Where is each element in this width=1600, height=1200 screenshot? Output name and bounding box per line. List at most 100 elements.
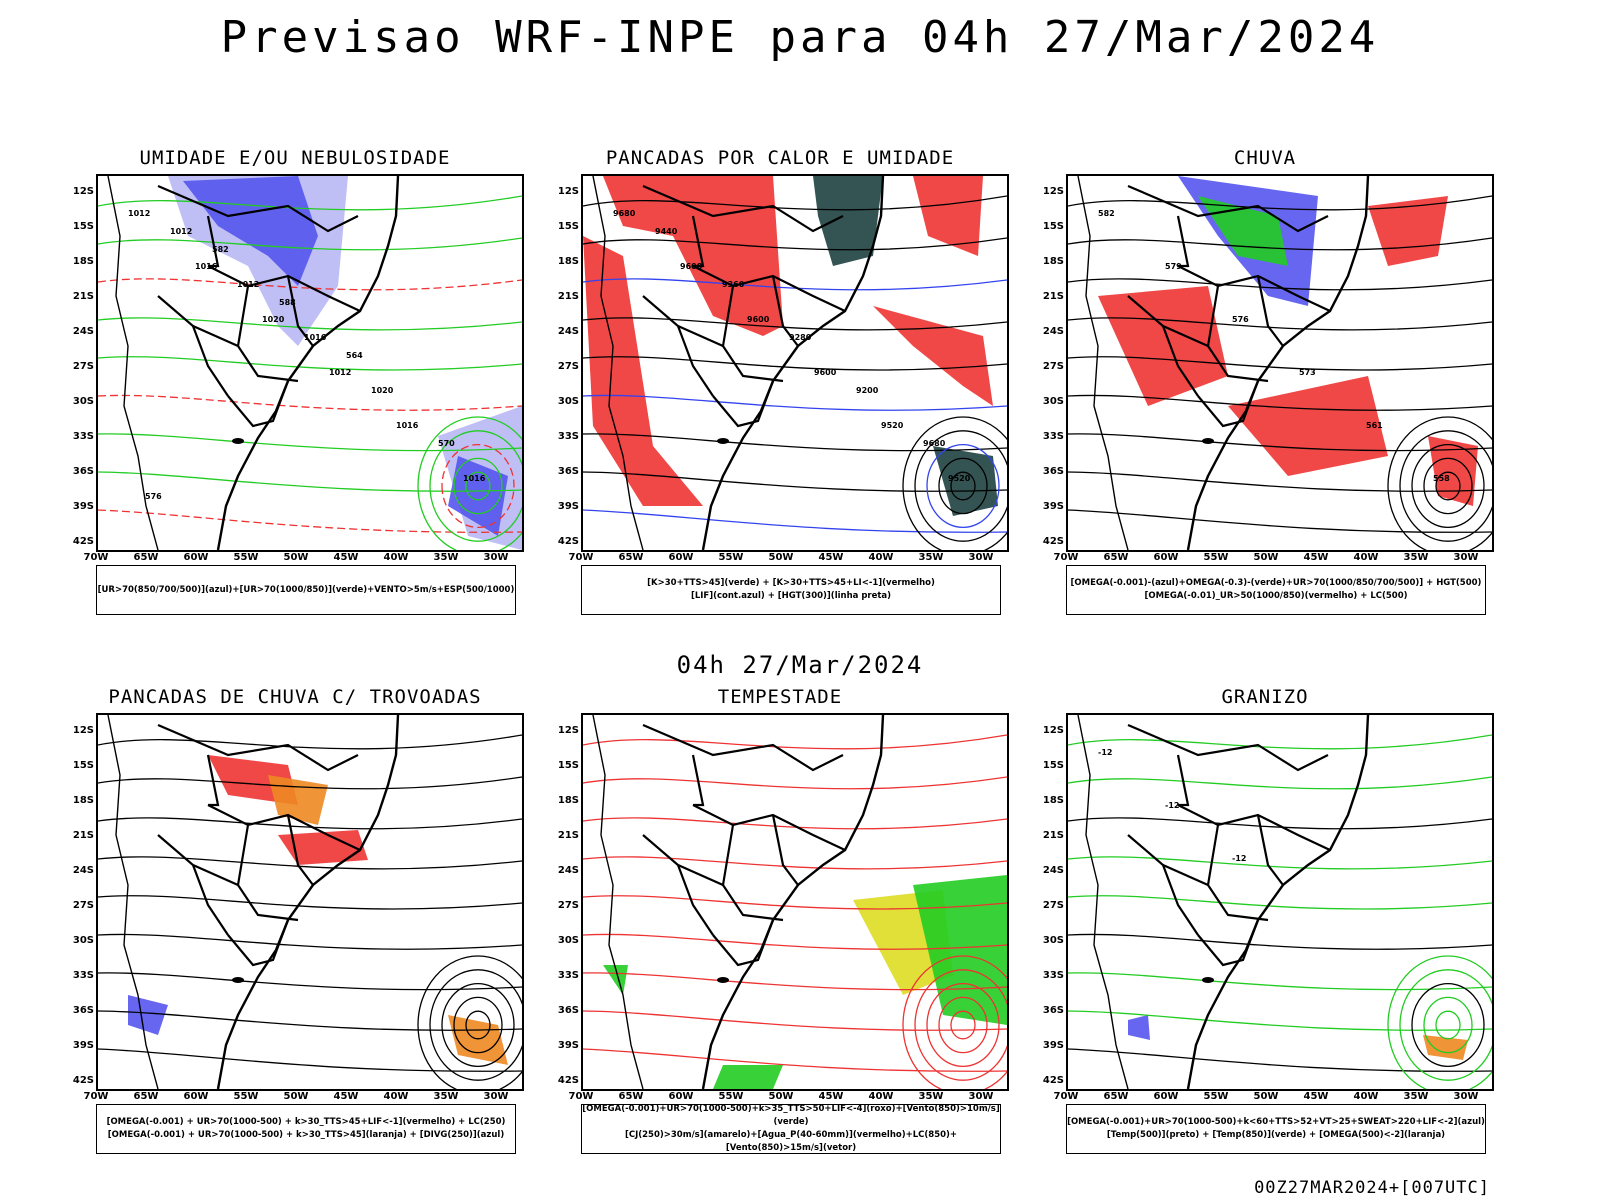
lat-tick-label: 15S bbox=[557, 760, 579, 771]
lon-tick-label: 40W bbox=[1353, 552, 1379, 563]
legend-line: [LIF](cont.azul) + [HGT(300)](linha pret… bbox=[690, 591, 892, 601]
country-border bbox=[677, 324, 784, 383]
shaded-region bbox=[913, 176, 983, 256]
country-border bbox=[642, 184, 844, 233]
lon-tick-label: 60W bbox=[1153, 552, 1179, 563]
lat-tick-label: 27S bbox=[1042, 900, 1064, 911]
country-border bbox=[721, 285, 735, 347]
panel-title: UMIDADE E/OU NEBULOSIDADE bbox=[139, 147, 451, 169]
lat-tick-label: 24S bbox=[557, 326, 579, 337]
map-canvas: 9680 9600 9600 9600 9520 9520 9440 9360 9280 9200… bbox=[583, 176, 1007, 550]
contour-label: 9360 bbox=[722, 280, 745, 289]
contour-line bbox=[583, 895, 1007, 910]
lat-tick-label: 15S bbox=[557, 221, 579, 232]
contour-line bbox=[1387, 416, 1492, 550]
contour-line bbox=[583, 394, 1007, 411]
lat-tick-label: 30S bbox=[557, 935, 579, 946]
coastline-west bbox=[592, 176, 644, 550]
contour-line bbox=[98, 895, 522, 910]
shaded-region bbox=[1228, 376, 1388, 476]
country-border bbox=[227, 380, 290, 428]
contour-label: 1016 bbox=[195, 262, 218, 271]
contour-line bbox=[1068, 1048, 1492, 1072]
coastline-west bbox=[1077, 715, 1129, 1089]
country-border bbox=[691, 754, 705, 807]
contour-line bbox=[902, 955, 1007, 1089]
country-border bbox=[192, 863, 299, 922]
lon-tick-label: 35W bbox=[1403, 1091, 1429, 1102]
lat-tick-label: 18S bbox=[1042, 795, 1064, 806]
lon-tick-label: 55W bbox=[233, 552, 259, 563]
lat-tick-label: 21S bbox=[557, 291, 579, 302]
contour-line bbox=[429, 430, 522, 542]
lon-tick-label: 35W bbox=[1403, 552, 1429, 563]
shaded-region bbox=[278, 830, 368, 865]
contour-line bbox=[417, 416, 522, 550]
country-border bbox=[286, 275, 314, 347]
contour-label: 9520 bbox=[881, 421, 904, 430]
lon-tick-label: 55W bbox=[718, 1091, 744, 1102]
lon-tick-label: 35W bbox=[433, 552, 459, 563]
contour-line bbox=[98, 933, 522, 950]
country-border bbox=[206, 215, 220, 268]
legend-line: [OMEGA(-0.001) + UR>70(1000-500) + k>30_… bbox=[107, 1130, 505, 1140]
contour-label: 1016 bbox=[463, 474, 486, 483]
contour-label: 9600 bbox=[747, 315, 770, 324]
contour-line bbox=[583, 776, 1007, 790]
contour-label: 564 bbox=[346, 351, 363, 360]
lat-tick-label: 24S bbox=[1042, 865, 1064, 876]
contour-label: 561 bbox=[1366, 421, 1383, 430]
lat-tick-label: 36S bbox=[1042, 1005, 1064, 1016]
country-border bbox=[206, 754, 220, 807]
map-canvas: 582 579 576 573 561 558 bbox=[1068, 176, 1492, 550]
lat-tick-label: 27S bbox=[72, 900, 94, 911]
contour-line bbox=[1068, 895, 1492, 910]
contour-line bbox=[583, 1048, 1007, 1072]
contour-line bbox=[1068, 734, 1492, 750]
contour-label: 1016 bbox=[304, 333, 327, 342]
contour-label: 1020 bbox=[371, 386, 394, 395]
contour-line bbox=[98, 776, 522, 790]
legend-line: [UR>70(850/700/500)](azul)+[UR>70(1000/8… bbox=[97, 584, 515, 595]
lat-tick-label: 33S bbox=[557, 431, 579, 442]
lat-tick-label: 12S bbox=[72, 186, 94, 197]
shaded-region bbox=[1098, 286, 1228, 406]
panel-title: TEMPESTADE bbox=[717, 686, 843, 708]
contour-line bbox=[98, 856, 522, 870]
contour-label: 579 bbox=[1165, 262, 1182, 271]
map-canvas: 1012 1016 1020 1012 1016 1016 1012 1012 1016 1020… bbox=[98, 176, 522, 550]
lat-tick-label: 27S bbox=[557, 900, 579, 911]
lon-tick-label: 50W bbox=[283, 552, 309, 563]
panel-title: PANCADAS DE CHUVA C/ TROVOADAS bbox=[108, 686, 482, 708]
legend-line: [OMEGA(-0.001)+UR>70(1000-500)+k<60+TTS>… bbox=[1067, 1117, 1485, 1127]
contour-label: 1012 bbox=[170, 227, 192, 236]
lat-tick-label: 15S bbox=[72, 221, 94, 232]
contour-line bbox=[441, 983, 515, 1067]
lon-tick-label: 65W bbox=[618, 552, 644, 563]
contour-label: -12 bbox=[1165, 801, 1179, 810]
lon-tick-label: 55W bbox=[718, 552, 744, 563]
lat-tick-label: 36S bbox=[72, 466, 94, 477]
lat-tick-label: 21S bbox=[557, 830, 579, 841]
shaded-region bbox=[1198, 196, 1288, 266]
lat-tick-label: 33S bbox=[72, 970, 94, 981]
shaded-region bbox=[128, 995, 168, 1035]
lat-tick-label: 36S bbox=[557, 466, 579, 477]
lat-tick-label: 12S bbox=[1042, 186, 1064, 197]
panel-title: CHUVA bbox=[1233, 147, 1297, 169]
contour-line bbox=[441, 444, 515, 528]
lat-tick-label: 24S bbox=[72, 865, 94, 876]
legend-line: [K>30+TTS>45](verde) + [K>30+TTS>45+LI<-… bbox=[647, 578, 935, 588]
lat-tick-label: 30S bbox=[557, 396, 579, 407]
contour-line bbox=[938, 457, 988, 515]
lon-tick-label: 70W bbox=[83, 1091, 109, 1102]
contour-line bbox=[583, 237, 1007, 251]
lat-tick-label: 12S bbox=[1042, 725, 1064, 736]
lat-tick-label: 30S bbox=[72, 935, 94, 946]
legend-line: [OMEGA(-0.001) + UR>70(1000-500) + k>30_… bbox=[106, 1117, 506, 1127]
lat-tick-label: 30S bbox=[72, 396, 94, 407]
lon-tick-label: 70W bbox=[1053, 1091, 1079, 1102]
country-border bbox=[1256, 814, 1284, 886]
lat-tick-label: 15S bbox=[1042, 760, 1064, 771]
contour-line bbox=[583, 433, 1007, 452]
